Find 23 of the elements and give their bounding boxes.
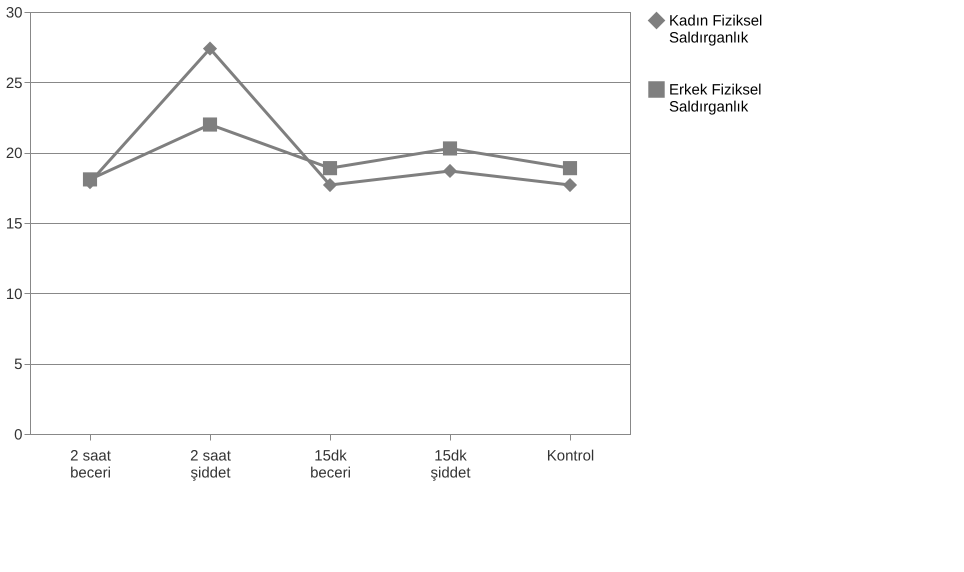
x-tick-label: 15dk şiddet — [430, 448, 472, 482]
x-tick-label: 2 saat şiddet — [190, 448, 232, 482]
point — [562, 161, 578, 176]
point — [202, 42, 218, 56]
y-tick-label: 10 — [6, 286, 22, 303]
y-tick-label: 0 — [14, 426, 22, 444]
point — [442, 164, 458, 178]
y-tick-label: 30 — [6, 4, 22, 22]
x-tick-label: Kontrol — [546, 448, 594, 464]
point — [442, 141, 458, 156]
y-tick-label: 15 — [6, 216, 22, 232]
y-tick-label: 25 — [6, 74, 22, 92]
legend-label: Erkek Fiziksel Saldırganlık — [669, 82, 762, 116]
point — [562, 178, 578, 192]
legend-label: Kadın Fiziksel Saldırganlık — [669, 12, 762, 46]
x-tick-label: 15dk beceri — [310, 448, 351, 482]
y-tick-label: 5 — [14, 356, 22, 374]
point — [202, 117, 218, 132]
x-tick-label: 2 saat beceri — [70, 448, 112, 482]
y-tick-label: 20 — [6, 145, 22, 162]
point — [82, 172, 98, 186]
point — [322, 161, 338, 176]
point — [322, 178, 338, 192]
